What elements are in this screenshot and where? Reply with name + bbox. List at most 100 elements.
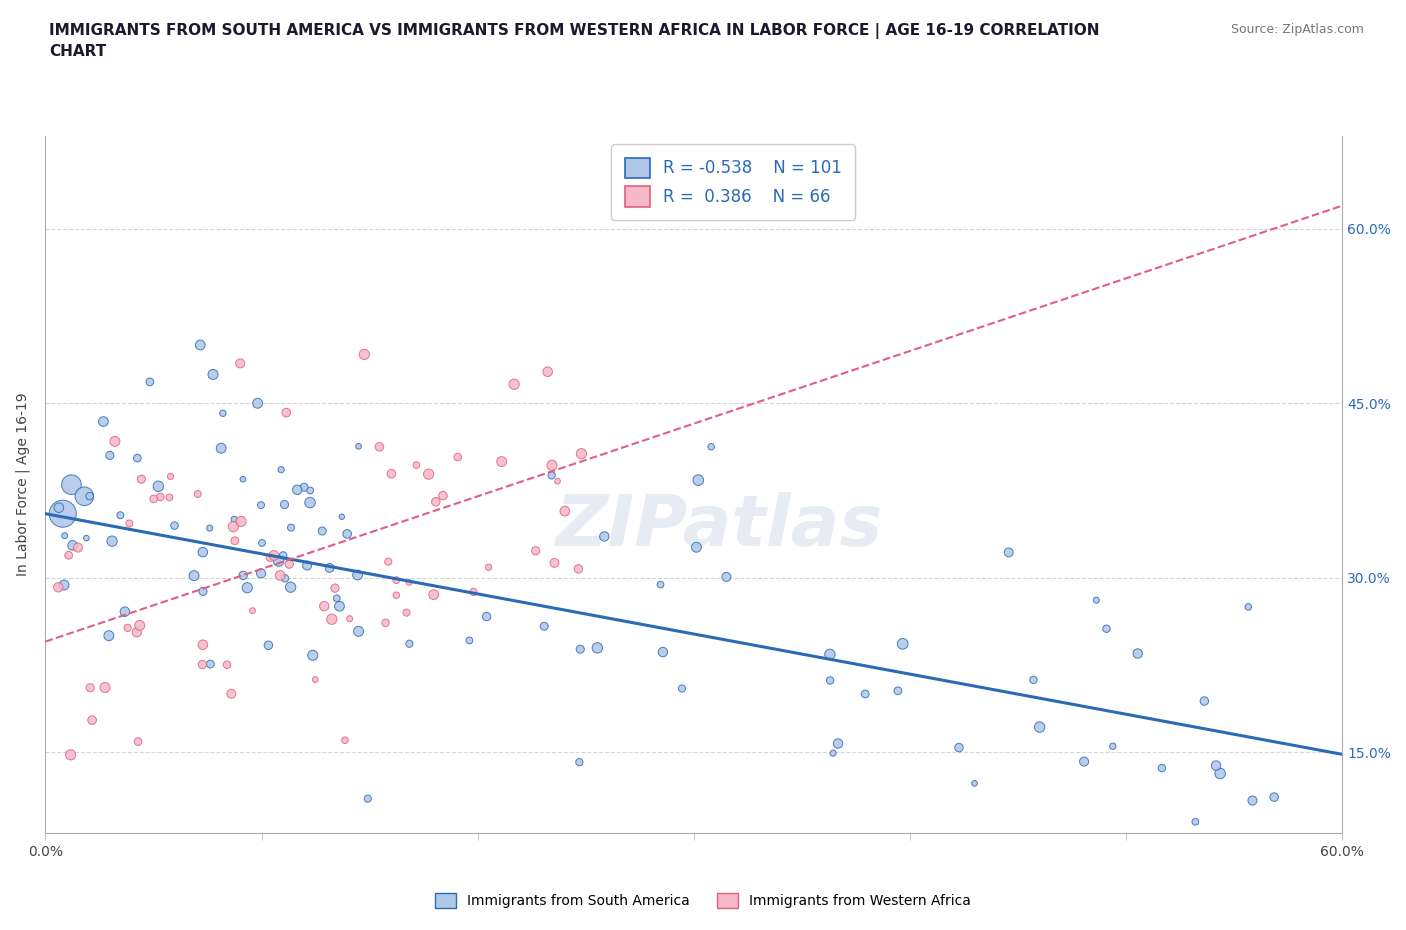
- Point: [224, 533, 246, 548]
- Point: [547, 473, 569, 488]
- Point: [222, 519, 245, 534]
- Text: Source: ZipAtlas.com: Source: ZipAtlas.com: [1230, 23, 1364, 36]
- Point: [543, 555, 565, 570]
- Point: [524, 543, 547, 558]
- Point: [336, 526, 359, 541]
- Point: [46, 579, 69, 594]
- Point: [62, 538, 84, 552]
- Point: [191, 637, 214, 652]
- Point: [330, 510, 353, 525]
- Point: [274, 571, 297, 586]
- Point: [395, 605, 418, 620]
- Point: [53, 528, 76, 543]
- Point: [328, 599, 350, 614]
- Point: [314, 599, 336, 614]
- Point: [554, 504, 576, 519]
- Point: [347, 439, 370, 454]
- Point: [478, 560, 501, 575]
- Point: [128, 618, 150, 632]
- Point: [236, 580, 259, 595]
- Point: [157, 490, 180, 505]
- Point: [229, 514, 252, 529]
- Point: [79, 680, 101, 695]
- Point: [823, 746, 845, 761]
- Point: [569, 642, 592, 657]
- Point: [537, 365, 560, 379]
- Point: [159, 469, 181, 484]
- Point: [1085, 592, 1108, 607]
- Point: [385, 588, 408, 603]
- Point: [318, 561, 340, 576]
- Point: [377, 554, 399, 569]
- Point: [224, 512, 246, 526]
- Point: [1241, 793, 1264, 808]
- Point: [232, 568, 254, 583]
- Point: [650, 578, 672, 592]
- Text: IMMIGRANTS FROM SOUTH AMERICA VS IMMIGRANTS FROM WESTERN AFRICA IN LABOR FORCE |: IMMIGRANTS FROM SOUTH AMERICA VS IMMIGRA…: [49, 23, 1099, 59]
- Point: [422, 587, 444, 602]
- Point: [326, 591, 349, 605]
- Point: [948, 740, 970, 755]
- Point: [58, 548, 80, 563]
- Y-axis label: In Labor Force | Age 16-19: In Labor Force | Age 16-19: [15, 392, 30, 577]
- Point: [425, 494, 447, 509]
- Point: [117, 620, 139, 635]
- Point: [200, 657, 222, 671]
- Point: [250, 536, 273, 551]
- Point: [98, 448, 121, 463]
- Point: [818, 647, 841, 662]
- Point: [125, 625, 148, 640]
- Point: [997, 545, 1019, 560]
- Point: [1263, 790, 1285, 804]
- Point: [93, 414, 115, 429]
- Point: [163, 518, 186, 533]
- Point: [503, 377, 526, 392]
- Point: [346, 567, 368, 582]
- Point: [187, 486, 209, 501]
- Point: [333, 733, 356, 748]
- Point: [418, 467, 440, 482]
- Point: [97, 629, 120, 644]
- Point: [368, 439, 391, 454]
- Point: [463, 585, 485, 600]
- Point: [458, 633, 481, 648]
- Point: [357, 791, 380, 806]
- Point: [52, 506, 75, 521]
- Point: [299, 483, 322, 498]
- Point: [246, 396, 269, 411]
- Point: [276, 405, 298, 420]
- Point: [447, 449, 470, 464]
- Point: [541, 458, 564, 472]
- Point: [353, 347, 375, 362]
- Point: [75, 531, 97, 546]
- Point: [211, 405, 233, 420]
- Point: [853, 686, 876, 701]
- Point: [60, 477, 83, 492]
- Point: [250, 565, 273, 580]
- Point: [79, 489, 101, 504]
- Point: [221, 686, 243, 701]
- Point: [198, 521, 221, 536]
- Point: [405, 458, 427, 472]
- Point: [131, 472, 153, 486]
- Point: [827, 737, 849, 751]
- Point: [215, 658, 238, 672]
- Point: [568, 755, 591, 770]
- Point: [593, 529, 616, 544]
- Point: [540, 468, 562, 483]
- Point: [285, 483, 308, 498]
- Point: [48, 500, 70, 515]
- Point: [398, 575, 420, 590]
- Point: [114, 604, 136, 619]
- Point: [278, 557, 301, 572]
- Point: [66, 540, 89, 555]
- Point: [1101, 738, 1123, 753]
- Point: [818, 673, 841, 688]
- Point: [94, 680, 117, 695]
- Point: [59, 748, 82, 763]
- Point: [688, 472, 710, 487]
- Point: [242, 604, 264, 618]
- Point: [321, 612, 343, 627]
- Point: [887, 684, 910, 698]
- Point: [292, 480, 315, 495]
